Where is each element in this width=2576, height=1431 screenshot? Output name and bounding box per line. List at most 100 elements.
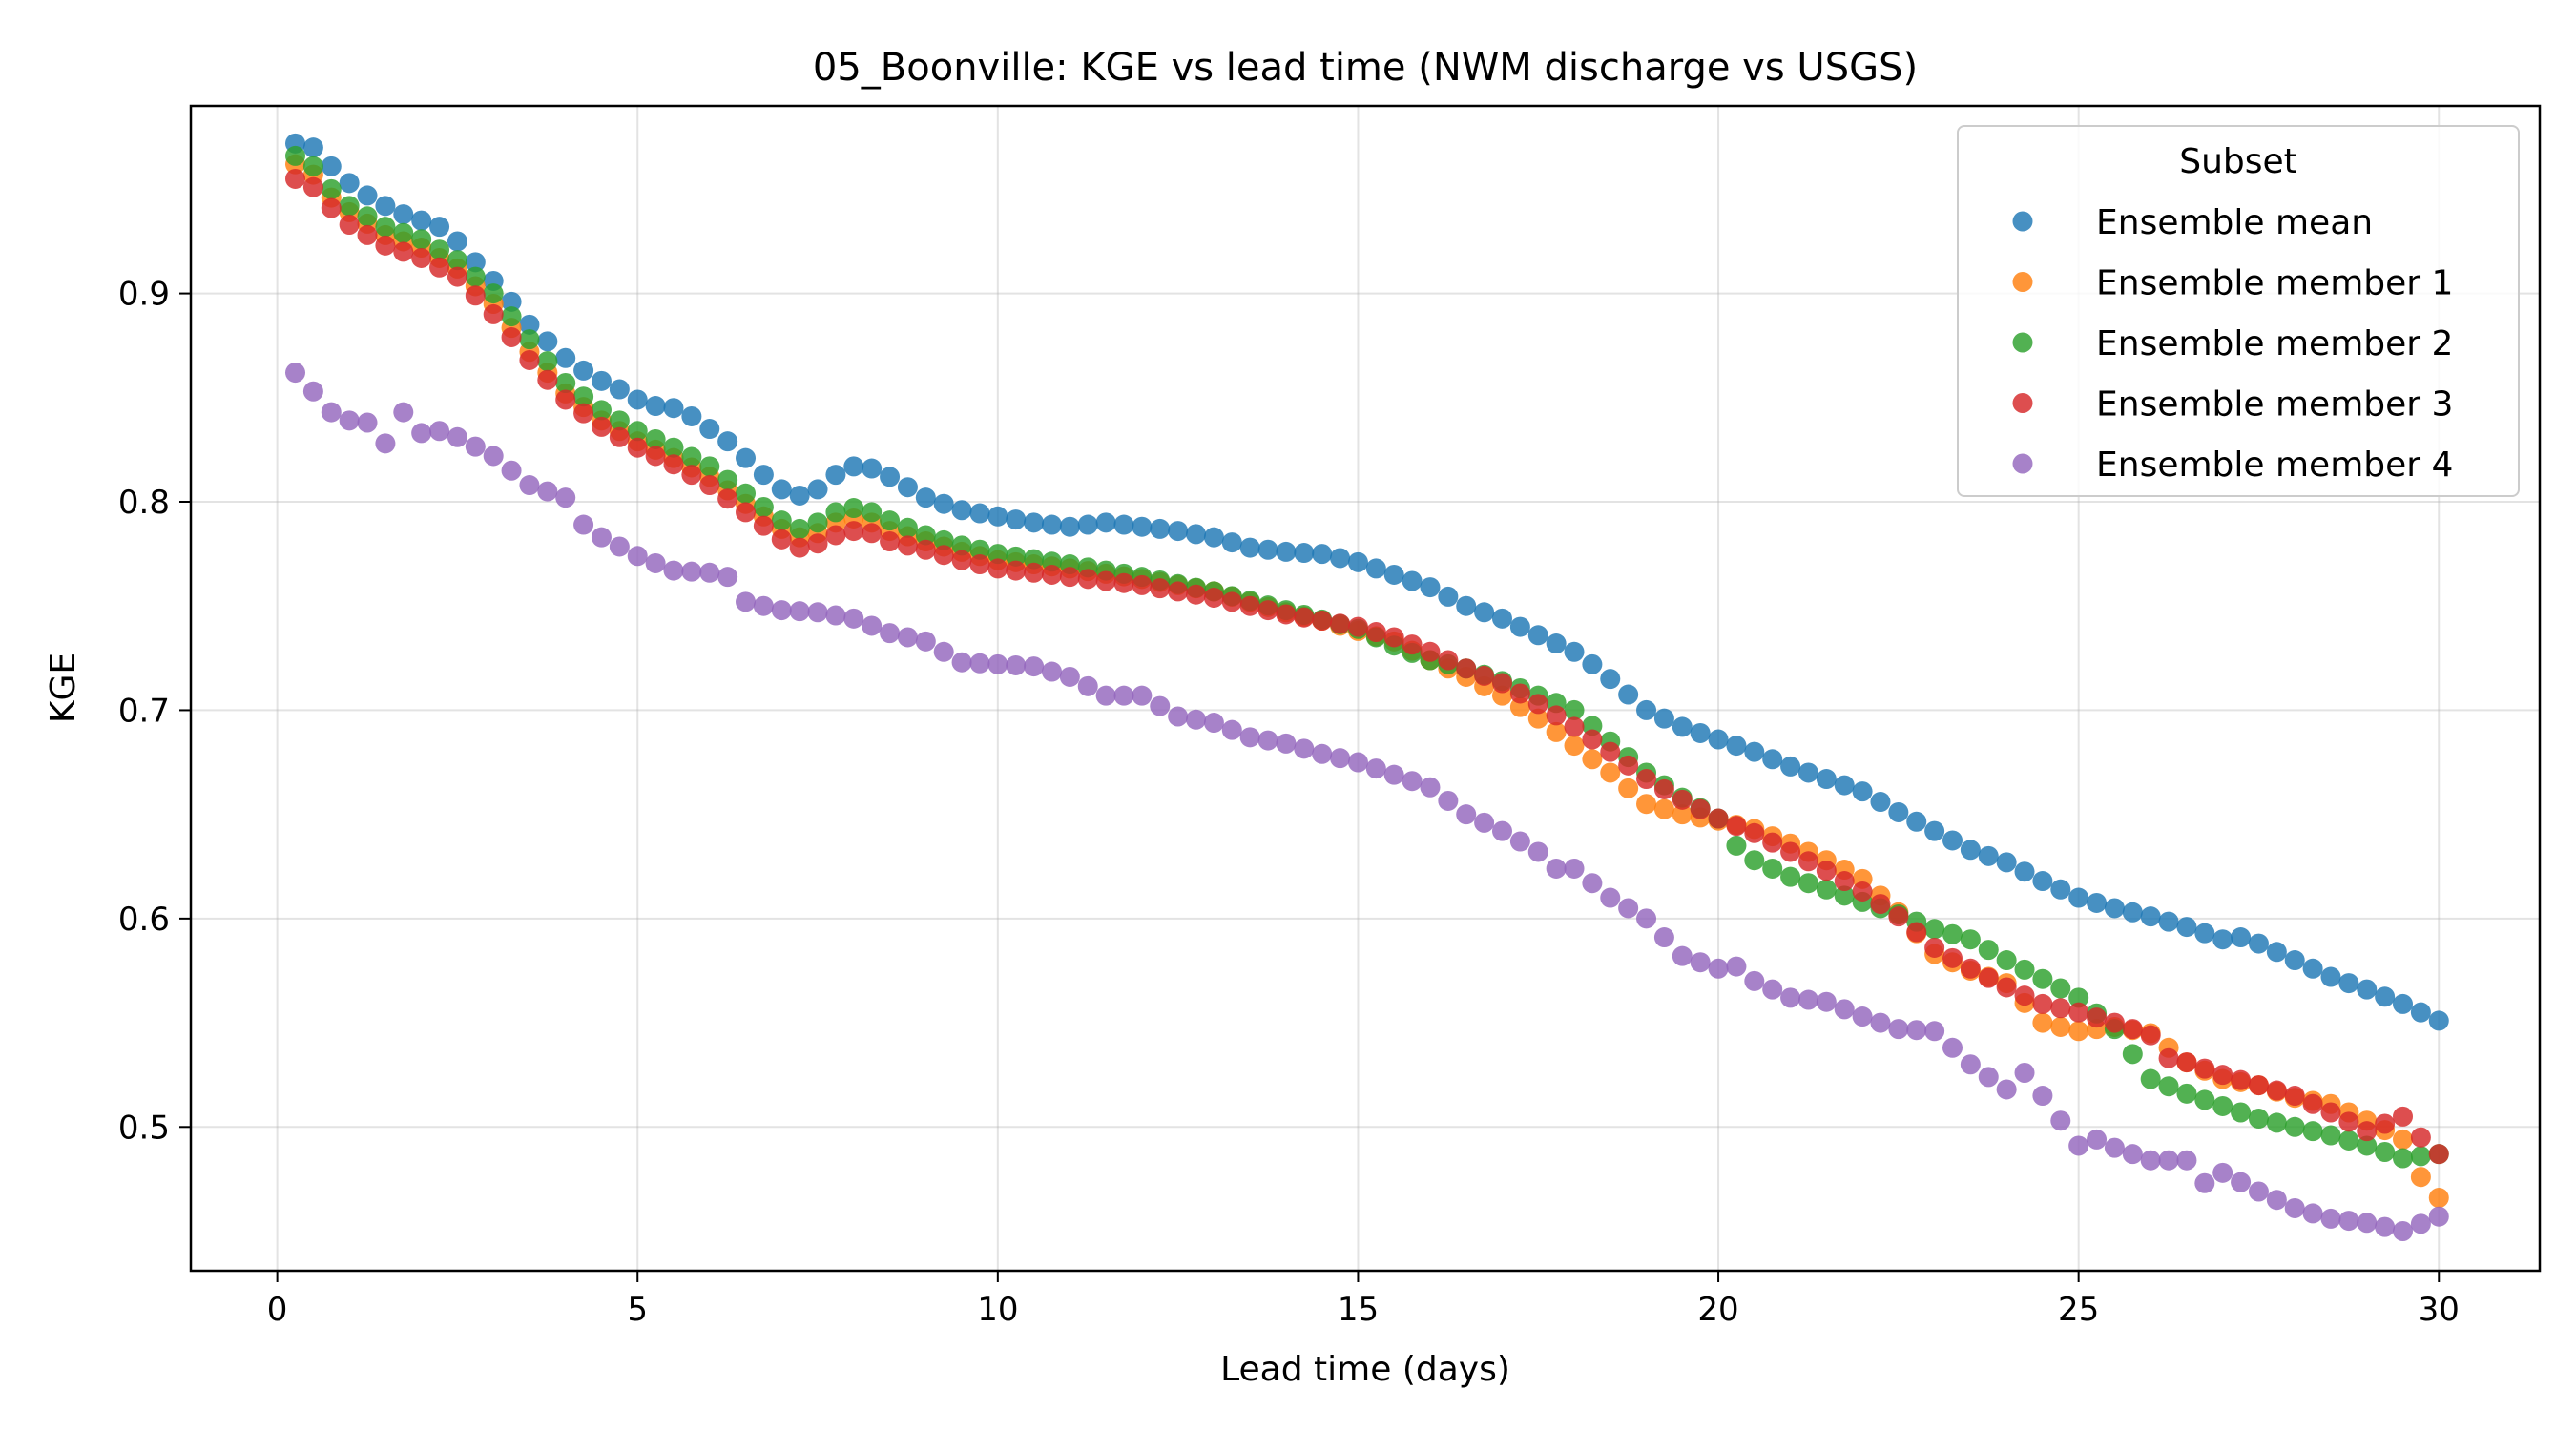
data-point <box>1059 666 1080 687</box>
data-point <box>897 477 918 498</box>
data-point <box>2320 1208 2341 1229</box>
data-point <box>1942 830 1963 851</box>
data-point <box>1600 669 1621 690</box>
data-point <box>1690 798 1711 819</box>
data-point <box>807 602 828 623</box>
data-point <box>2266 942 2287 963</box>
data-point <box>1924 919 1945 940</box>
data-point <box>1797 989 1818 1010</box>
data-point <box>1312 611 1333 632</box>
data-point <box>375 217 396 238</box>
data-point <box>1546 633 1567 654</box>
data-point <box>2087 892 2108 913</box>
data-point <box>627 437 648 458</box>
data-point <box>2032 871 2053 892</box>
data-point <box>1186 709 1207 730</box>
data-point <box>1978 967 1999 988</box>
data-point <box>1257 539 1278 560</box>
legend-label: Ensemble member 2 <box>2096 324 2453 363</box>
data-point <box>2393 1129 2414 1150</box>
data-point <box>1816 879 1837 900</box>
data-point <box>969 503 990 524</box>
data-point <box>915 539 936 560</box>
data-point <box>1095 512 1116 533</box>
legend-marker <box>2012 332 2033 353</box>
data-point <box>591 370 612 391</box>
data-point <box>465 436 486 457</box>
data-point <box>1564 736 1585 757</box>
data-point <box>2375 986 2396 1007</box>
data-point <box>609 426 630 447</box>
data-point <box>1456 804 1477 825</box>
data-point <box>537 369 558 390</box>
data-point <box>1708 729 1729 750</box>
data-point <box>2068 887 2089 908</box>
data-point <box>1672 789 1693 810</box>
data-point <box>1006 509 1027 530</box>
x-tick-label: 30 <box>2419 1291 2460 1329</box>
data-point <box>1024 562 1045 583</box>
data-point <box>825 605 846 626</box>
data-point <box>969 554 990 575</box>
data-point <box>1095 570 1116 591</box>
data-point <box>1041 661 1062 682</box>
data-point <box>2176 917 2197 938</box>
data-point <box>1150 578 1171 599</box>
data-point <box>880 467 901 487</box>
data-point <box>1347 616 1368 637</box>
data-point <box>1852 1006 1873 1027</box>
x-tick-label: 10 <box>977 1291 1018 1329</box>
data-point <box>483 283 504 304</box>
data-point <box>843 608 864 629</box>
data-point <box>1834 871 1855 892</box>
data-point <box>411 247 432 268</box>
data-point <box>1618 898 1639 919</box>
data-point <box>645 428 666 449</box>
data-point <box>1546 858 1567 879</box>
data-point <box>1527 841 1548 862</box>
data-point <box>1150 695 1171 716</box>
data-point <box>2357 979 2378 1000</box>
data-point <box>1186 524 1207 545</box>
data-point <box>1618 684 1639 705</box>
data-point <box>897 517 918 538</box>
data-point <box>2393 1106 2414 1127</box>
legend-marker <box>2012 453 2033 474</box>
data-point <box>1564 716 1585 737</box>
data-point <box>1906 811 1927 832</box>
data-point <box>2302 1121 2323 1142</box>
data-point <box>2158 1076 2179 1097</box>
data-point <box>2068 987 2089 1008</box>
data-point <box>2320 1102 2341 1123</box>
data-point <box>1438 586 1459 607</box>
data-point <box>519 314 540 335</box>
data-point <box>2140 906 2161 927</box>
data-point <box>1690 722 1711 743</box>
legend-items: Ensemble mean Ensemble member 1 Ensemble m… <box>2012 203 2453 485</box>
data-point <box>1564 641 1585 662</box>
data-point <box>1095 685 1116 706</box>
data-point <box>880 531 901 552</box>
legend-label: Ensemble member 4 <box>2096 446 2453 485</box>
data-point <box>807 512 828 533</box>
data-point <box>1906 922 1927 943</box>
data-point <box>699 562 720 583</box>
data-point <box>1726 816 1747 837</box>
data-point <box>1582 653 1603 674</box>
data-point <box>1474 812 1495 833</box>
data-point <box>951 500 972 521</box>
data-point <box>429 257 450 278</box>
data-point <box>465 285 486 306</box>
data-point <box>501 306 522 327</box>
data-point <box>1059 516 1080 537</box>
data-point <box>2068 1002 2089 1023</box>
data-point <box>681 465 702 486</box>
data-point <box>393 204 414 225</box>
data-point <box>2284 1197 2305 1218</box>
data-point <box>2320 1125 2341 1146</box>
data-point <box>2050 998 2071 1019</box>
data-point <box>843 498 864 519</box>
data-point <box>753 496 774 517</box>
data-point <box>1996 852 2017 873</box>
data-point <box>2338 1211 2359 1232</box>
